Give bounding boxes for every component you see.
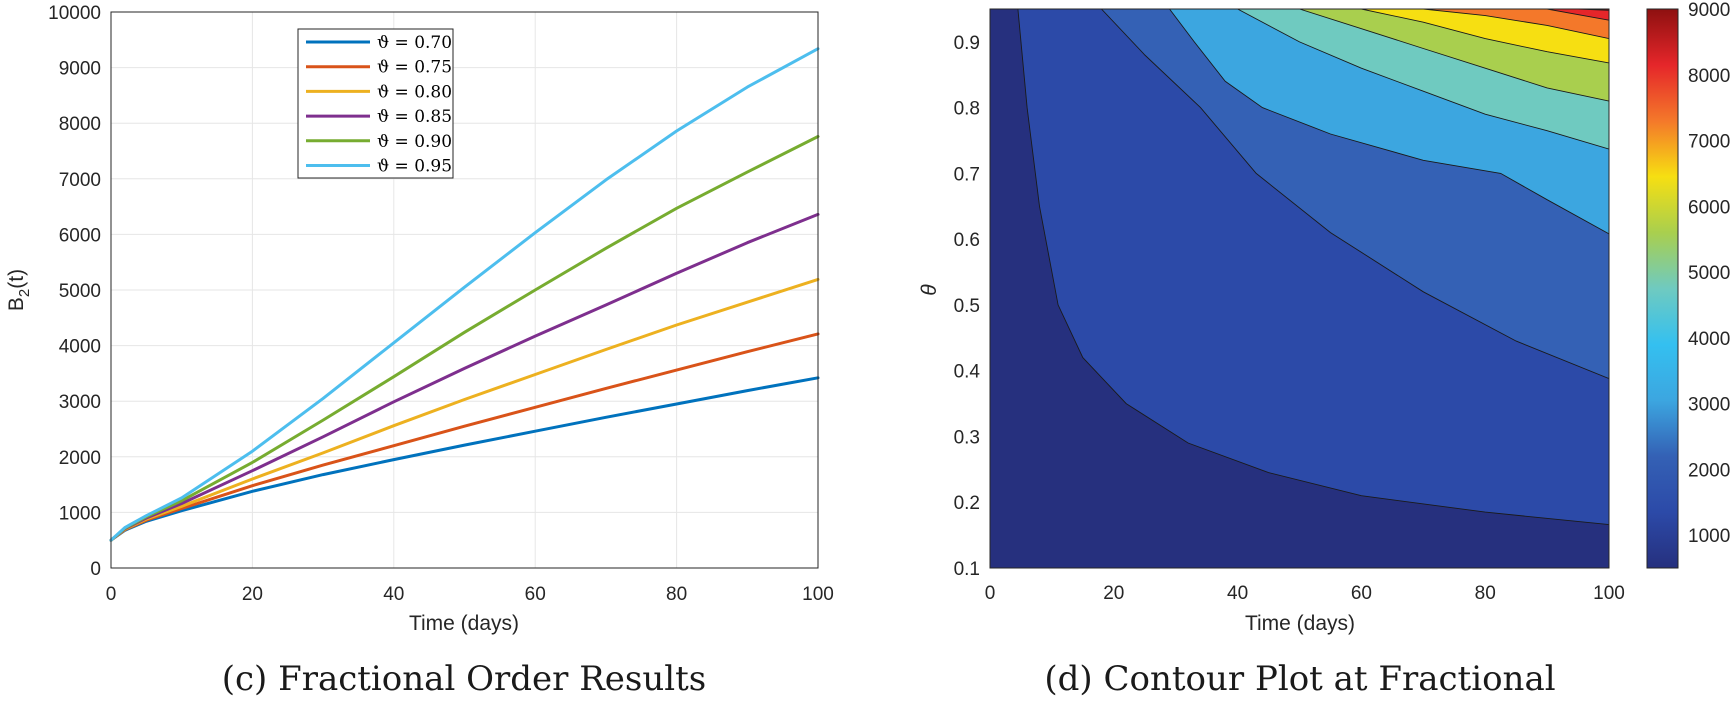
legend-label: ϑ = 0.90: [377, 132, 452, 152]
x-tick-label: 100: [1593, 583, 1625, 604]
contour-line-7000: [1423, 9, 1609, 40]
y-tick-label: 4000: [59, 337, 101, 358]
plot-frame: [110, 11, 819, 569]
y-tick-label: 0.9: [954, 33, 980, 54]
x-tick-label: 0: [106, 584, 117, 605]
colorbar-tick-label: 1000: [1688, 526, 1730, 547]
plot-frame: [989, 8, 1610, 569]
contour-region-8000: [1485, 9, 1609, 21]
contour-line-6000: [1361, 9, 1609, 64]
line-chart-panel: 0 20 40 60 80 100 0 1000 2000 3000 4000 5000 6000 70…: [5, 3, 834, 699]
contour-line-1000: [1017, 9, 1609, 526]
contour-chart-panel: 0 20 40 60 80 100 0.1 0.2 0.3 0.4 0.5 0.6 0.7 0.8 0.9…: [918, 0, 1730, 699]
y-tick-label: 6000: [59, 225, 101, 246]
colorbar-tick-label: 4000: [1688, 329, 1730, 350]
x-tick-label: 60: [525, 584, 546, 605]
contour-line-4000: [1237, 9, 1609, 150]
y-tick-label: 5000: [59, 281, 101, 302]
y-tick-label: 1000: [59, 503, 101, 524]
colorbar: [1646, 8, 1679, 569]
colorbar-tick-label: 3000: [1688, 395, 1730, 416]
y-tick-label: 0: [90, 559, 101, 580]
x-tick-label: 20: [242, 584, 263, 605]
legend-label: ϑ = 0.80: [377, 82, 452, 102]
x-axis-label: Time (days): [409, 612, 519, 635]
x-tick-labels: 0 20 40 60 80 100: [985, 583, 1625, 604]
y-tick-label: 3000: [59, 392, 101, 413]
legend-label: ϑ = 0.85: [377, 107, 452, 127]
legend-label: ϑ = 0.75: [377, 58, 452, 78]
series-lines: [109, 47, 820, 542]
contour-lines: [1017, 9, 1609, 526]
y-tick-labels: 0.1 0.2 0.3 0.4 0.5 0.6 0.7 0.8 0.9: [954, 33, 981, 580]
contour-fills: [990, 9, 1609, 568]
x-tick-label: 80: [1475, 583, 1496, 604]
contour-line-5000: [1299, 9, 1609, 102]
y-tick-label: 0.1: [954, 559, 980, 580]
y-tick-label: 9000: [59, 59, 101, 80]
caption-d: (d) Contour Plot at Fractional: [1044, 659, 1555, 699]
series-line-0.95: [109, 47, 820, 542]
x-tick-label: 60: [1351, 583, 1372, 604]
y-tick-label: 2000: [59, 448, 101, 469]
legend-label: ϑ = 0.95: [377, 157, 452, 177]
x-tick-labels: 0 20 40 60 80 100: [106, 584, 834, 605]
x-tick-label: 20: [1103, 583, 1124, 604]
legend-box: [297, 28, 454, 179]
x-tick-label: 0: [985, 583, 996, 604]
contour-line-2000: [1101, 9, 1609, 380]
y-axis-label: θ: [918, 284, 941, 296]
y-tick-label: 0.2: [954, 493, 980, 514]
y-tick-label: 8000: [59, 114, 101, 135]
contour-line-3000: [1169, 9, 1609, 235]
x-tick-label: 100: [802, 584, 834, 605]
y-tick-label: 10000: [48, 3, 101, 24]
y-tick-label: 0.4: [954, 362, 981, 383]
grid: [110, 11, 819, 569]
colorbar-tick-label: 8000: [1688, 66, 1730, 87]
x-tick-label: 40: [383, 584, 404, 605]
y-tick-label: 0.3: [954, 427, 980, 448]
y-tick-label: 0.6: [954, 230, 980, 251]
y-tick-label: 0.5: [954, 296, 980, 317]
legend: ϑ = 0.70 ϑ = 0.75 ϑ = 0.80 ϑ = 0.85 ϑ = 0.90…: [297, 28, 454, 179]
contour-line-8000: [1485, 9, 1609, 21]
y-tick-labels: 0 1000 2000 3000 4000 5000 6000 7000 8000 9000 100…: [48, 3, 101, 580]
contour-region-7000: [1423, 9, 1609, 39]
colorbar-tick-label: 2000: [1688, 460, 1730, 481]
colorbar-tick-label: 6000: [1688, 197, 1730, 218]
legend-label: ϑ = 0.70: [377, 33, 452, 53]
colorbar-tick-label: 5000: [1688, 263, 1730, 284]
x-tick-label: 40: [1227, 583, 1248, 604]
colorbar-tick-labels: 1000 2000 3000 4000 5000 6000 7000 8000 9000: [1688, 0, 1730, 547]
y-tick-label: 0.8: [954, 99, 980, 120]
caption-c: (c) Fractional Order Results: [222, 659, 707, 699]
colorbar-tick-label: 9000: [1688, 0, 1730, 21]
y-tick-label: 0.7: [954, 164, 980, 185]
y-axis-label: B2(t): [5, 269, 33, 311]
y-tick-label: 7000: [59, 170, 101, 191]
x-tick-label: 80: [666, 584, 687, 605]
x-axis-label: Time (days): [1245, 612, 1355, 635]
colorbar-tick-label: 7000: [1688, 132, 1730, 153]
